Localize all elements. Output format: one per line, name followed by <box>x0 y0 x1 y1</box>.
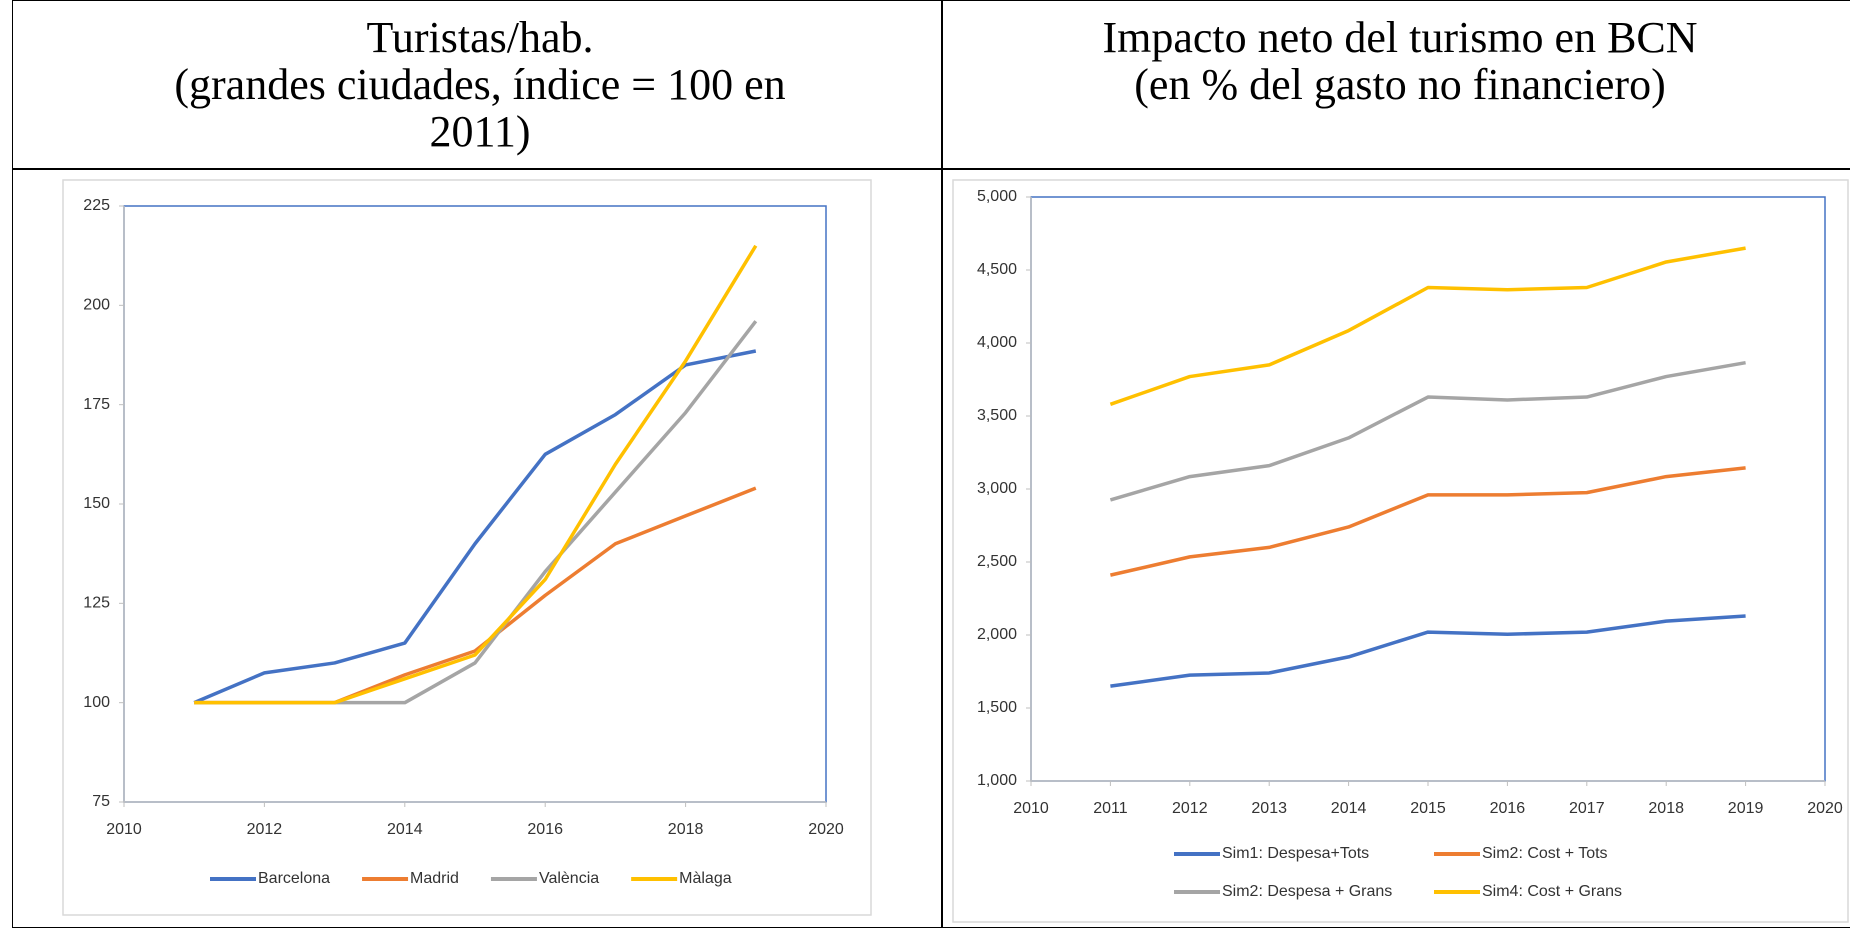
x-tick-label: 2010 <box>106 821 142 838</box>
y-tick-label: 5,000 <box>977 188 1017 205</box>
line-series <box>1109 246 1746 406</box>
x-tick-label: 2018 <box>668 821 704 838</box>
x-tick-label: 2012 <box>247 821 283 838</box>
header-cell <box>12 0 943 170</box>
x-tick-label: 2020 <box>808 821 844 838</box>
y-tick-label: 2,000 <box>977 626 1017 643</box>
legend-label: Sim4: Cost + Grans <box>1482 883 1622 900</box>
y-tick-label: 2,500 <box>977 553 1017 570</box>
x-tick-label: 2013 <box>1251 800 1287 817</box>
y-tick-label: 1,500 <box>977 699 1017 716</box>
y-tick-label: 225 <box>83 197 110 214</box>
line-series <box>1109 360 1746 502</box>
x-tick-label: 2020 <box>1807 800 1843 817</box>
chart-title: Turistas/hab. (grandes ciudades, índice … <box>174 13 786 156</box>
chart-title: Impacto neto del turismo en BCN (en % de… <box>1102 13 1698 109</box>
line-series <box>1110 466 1746 577</box>
y-tick-label: 75 <box>92 793 110 810</box>
y-tick-label: 200 <box>83 297 110 314</box>
y-tick-label: 4,000 <box>977 334 1017 351</box>
x-tick-label: 2014 <box>387 821 423 838</box>
y-tick-label: 150 <box>83 495 110 512</box>
y-tick-label: 125 <box>83 595 110 612</box>
legend-label: Sim1: Despesa+Tots <box>1222 845 1369 862</box>
y-tick-label: 4,500 <box>977 261 1017 278</box>
y-tick-label: 175 <box>83 396 110 413</box>
y-tick-label: 3,500 <box>977 407 1017 424</box>
legend-label: València <box>539 870 599 887</box>
chart-frame <box>62 179 872 916</box>
x-tick-label: 2010 <box>1013 800 1049 817</box>
x-tick-label: 2016 <box>527 821 563 838</box>
legend-label: Madrid <box>410 870 459 887</box>
legend-label: Sim2: Cost + Tots <box>1482 845 1608 862</box>
y-tick-label: 100 <box>83 694 110 711</box>
line-series <box>194 244 758 705</box>
plot-border <box>123 205 827 803</box>
x-tick-label: 2016 <box>1490 800 1526 817</box>
y-tick-label: 1,000 <box>977 772 1017 789</box>
x-tick-label: 2011 <box>1093 800 1128 817</box>
legend-label: Barcelona <box>258 870 330 887</box>
legend-label: Màlaga <box>679 870 732 887</box>
x-tick-label: 2017 <box>1569 800 1605 817</box>
x-tick-label: 2015 <box>1410 800 1446 817</box>
line-series <box>194 320 758 705</box>
x-tick-label: 2012 <box>1172 800 1208 817</box>
legend-label: Sim2: Despesa + Grans <box>1222 883 1392 900</box>
chart-frame <box>952 179 1849 923</box>
header-cell <box>941 0 1850 170</box>
x-tick-label: 2014 <box>1331 800 1367 817</box>
x-tick-label: 2018 <box>1648 800 1684 817</box>
x-tick-label: 2019 <box>1728 800 1764 817</box>
y-tick-label: 3,000 <box>977 480 1017 497</box>
line-series <box>1110 614 1746 688</box>
line-series <box>193 349 757 705</box>
